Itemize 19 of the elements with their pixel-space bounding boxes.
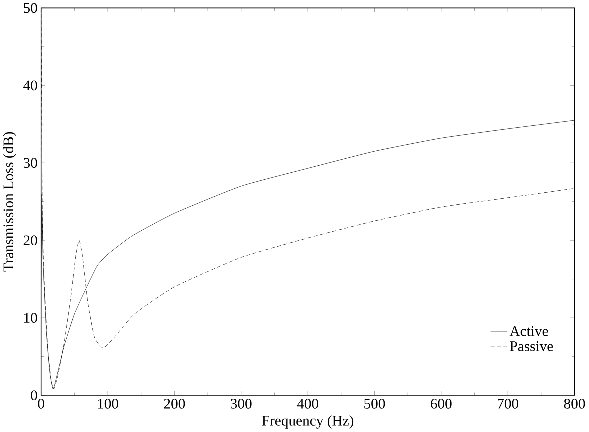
y-tick-label: 20 [24,236,38,246]
x-tick-label: 100 [98,398,118,409]
x-axis-title: Frequency (Hz) [262,416,354,429]
legend-label: Passive [510,341,554,352]
x-tick-label: 400 [297,398,318,409]
x-tick-label: 200 [164,398,186,409]
x-tick-label: 0 [38,398,44,409]
x-tick-label: 300 [231,398,252,409]
y-axis-title: Transmission Loss (dB) [3,132,17,272]
x-tick-label: 600 [431,398,452,409]
x-tick-label: 700 [498,398,519,409]
x-tick-label: 500 [364,398,386,409]
y-tick-label: 50 [24,3,38,14]
x-tick-label: 800 [564,398,586,409]
y-tick-label: 0 [31,390,38,400]
y-tick-label: 30 [24,158,38,168]
legend-label: Active [510,326,548,336]
y-tick-label: 40 [24,80,38,91]
y-tick-label: 10 [24,313,38,323]
